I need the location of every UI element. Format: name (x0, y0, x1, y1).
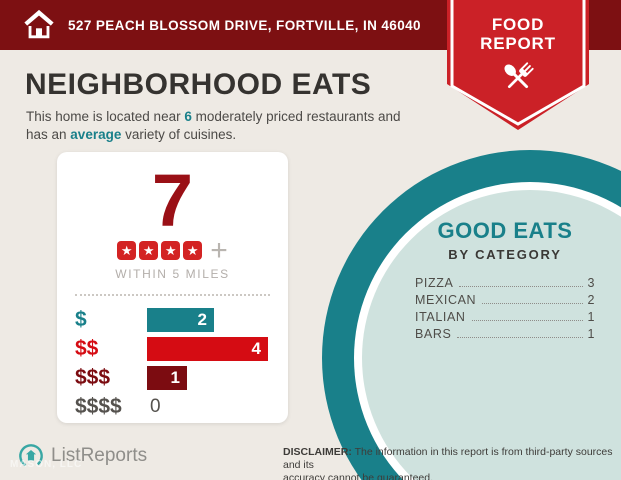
price-count-bar: 2 (147, 308, 214, 332)
brokerage-watermark: MASON, LLC (10, 459, 83, 470)
category-count: 3 (587, 276, 595, 290)
category-count: 1 (587, 327, 595, 341)
by-category-subtitle: BY CATEGORY (448, 247, 562, 262)
dotted-leader (471, 320, 584, 321)
restaurant-count: 6 (184, 109, 192, 124)
spoon-fork-icon (504, 62, 534, 89)
dotted-divider (75, 294, 270, 296)
dotted-leader (482, 303, 584, 304)
yelp-star-icon: ★ (117, 241, 137, 260)
intro-text: This home is located near 6 moderately p… (26, 108, 400, 143)
badge-line2: REPORT (480, 34, 556, 53)
property-address: 527 PEACH BLOSSOM DRIVE, FORTVILLE, IN 4… (68, 17, 421, 33)
category-label: MEXICAN (415, 293, 477, 307)
intro-line1-post: moderately priced restaurants and (191, 109, 401, 124)
category-panel: GOOD EATS BY CATEGORY PIZZA 3 MEXICAN 2 ITAL… (415, 218, 595, 344)
price-level-label: $$$ (75, 366, 111, 389)
disclaimer: DISCLAIMER: The information in this repo… (283, 446, 621, 480)
category-label: PIZZA (415, 276, 454, 290)
price-count-bar: 4 (147, 337, 268, 361)
category-row: MEXICAN 2 (415, 293, 595, 310)
food-report-badge: FOOD REPORT (447, 0, 589, 130)
disclaimer-text1: The information in this report is from t… (283, 446, 613, 471)
category-row: BARS 1 (415, 327, 595, 344)
page-title: NEIGHBORHOOD EATS (25, 68, 372, 101)
price-bar-chart: $2 $$ 4 $$$ 1 $$$$ 0 (75, 308, 270, 419)
intro-line2-pre: has an (26, 126, 71, 142)
bar-area: 2 (147, 308, 270, 332)
price-level-label: $$$$ (75, 395, 122, 418)
disclaimer-line2: accuracy cannot be guaranteed. (283, 472, 434, 480)
dotted-leader (457, 337, 584, 338)
price-bar-row: $$$ 1 (75, 366, 270, 390)
restaurant-total: 7 (151, 159, 194, 242)
price-count-bar: 1 (147, 366, 187, 390)
category-row: PIZZA 3 (415, 276, 595, 293)
category-row: ITALIAN 1 (415, 310, 595, 327)
price-bar-row: $$$$ 0 (75, 395, 270, 419)
listreports-logo: ListReports (18, 443, 147, 469)
listreports-logo-text: ListReports (51, 445, 148, 466)
plus-sign: + (210, 234, 228, 267)
disclaimer-label: DISCLAIMER: (283, 446, 352, 458)
intro-line2: has an average variety of cuisines. (26, 126, 400, 144)
price-bar-row: $$ 4 (75, 337, 270, 361)
price-level-label: $$ (75, 337, 99, 360)
radius-label: WITHIN 5 MILES (115, 267, 230, 281)
bar-area: 1 (147, 366, 270, 390)
bar-area: 4 (147, 337, 270, 361)
price-bar-row: $2 (75, 308, 270, 332)
variety-highlight: average (70, 126, 122, 142)
badge-line1: FOOD (491, 15, 545, 34)
star-rating: ★ ★ ★ ★ + (75, 234, 270, 267)
listreports-logo-icon (19, 444, 43, 468)
bar-area: 0 (147, 395, 270, 419)
category-label: ITALIAN (415, 310, 466, 324)
intro-line2-post: variety of cuisines. (121, 126, 237, 142)
intro-line1: This home is located near 6 moderately p… (26, 108, 400, 126)
stats-card: 7 ★ ★ ★ ★ + WITHIN 5 MILES $2 $$ 4 $$$ 1 $$$$ 0 (57, 152, 288, 423)
yelp-star-icon: ★ (183, 241, 203, 260)
category-count: 1 (587, 310, 595, 324)
category-list: PIZZA 3 MEXICAN 2 ITALIAN 1 BARS 1 (415, 276, 595, 344)
price-count-zero: 0 (150, 396, 161, 417)
ribbon-shape (447, 0, 589, 130)
intro-line1-pre: This home is located near (26, 109, 185, 124)
yelp-star-icon: ★ (161, 241, 181, 260)
price-level-label: $ (75, 308, 87, 331)
badge-title: FOOD REPORT (447, 15, 589, 53)
home-icon (24, 9, 54, 39)
dotted-leader (459, 286, 584, 287)
category-count: 2 (587, 293, 595, 307)
disclaimer-line1: DISCLAIMER: The information in this repo… (283, 446, 621, 472)
yelp-star-icon: ★ (139, 241, 159, 260)
category-label: BARS (415, 327, 452, 341)
good-eats-title: GOOD EATS (437, 218, 573, 243)
